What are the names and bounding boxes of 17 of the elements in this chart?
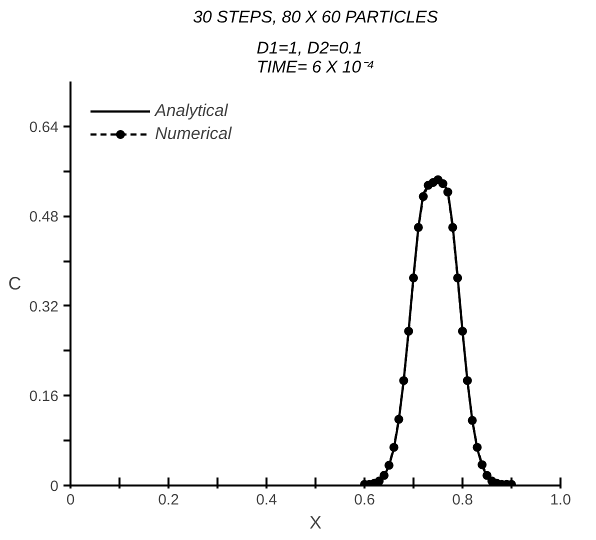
chart-subtitle: D1=1, D2=0.1 TIME= 6 X 10⁻⁴: [256, 38, 374, 76]
y-tick-label: 0: [50, 478, 58, 495]
x-tick-label: 0.8: [452, 492, 473, 508]
y-tick-label: 0.32: [29, 298, 59, 316]
y-tick-label: 0.16: [29, 388, 59, 406]
y-axis-title: C: [8, 274, 22, 294]
legend-label: Numerical: [155, 124, 232, 144]
chart-title: 30 STEPS, 80 X 60 PARTICLES: [192, 8, 439, 26]
x-axis-title: X: [309, 512, 322, 532]
y-tick-label: 0.64: [29, 118, 59, 136]
x-tick-label: 1.0: [550, 492, 571, 508]
x-tick-label: 0.6: [354, 492, 375, 508]
y-tick-label: 0.48: [29, 208, 59, 226]
x-tick-label: 0.2: [158, 492, 179, 508]
x-tick-label: 0.4: [256, 492, 277, 508]
x-tick-label: 0: [66, 492, 75, 508]
legend-label: Analytical: [155, 101, 228, 121]
